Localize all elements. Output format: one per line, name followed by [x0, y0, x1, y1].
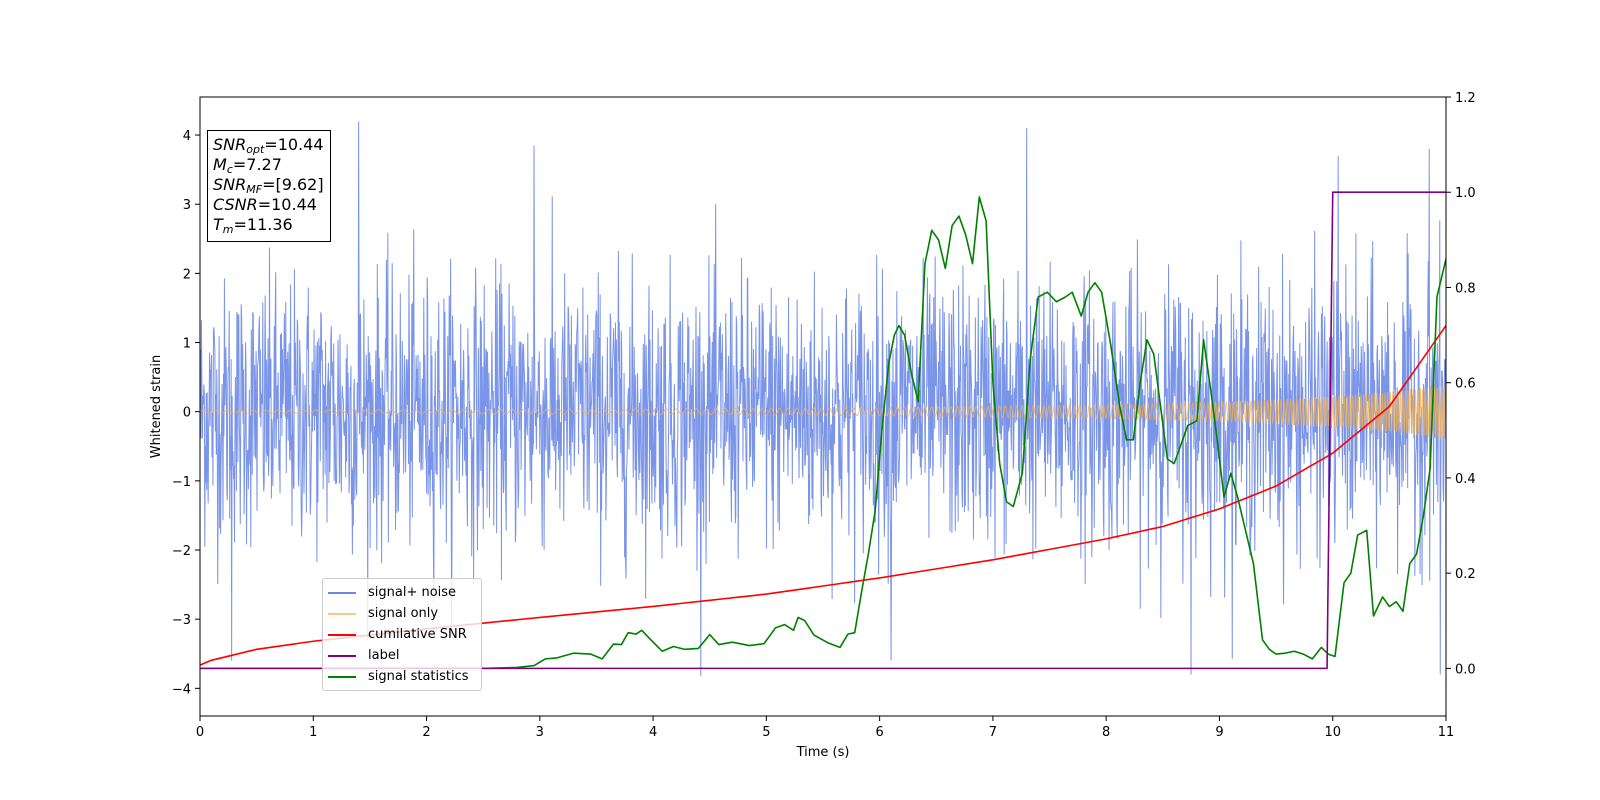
x-tick-label: 10: [1324, 725, 1341, 740]
line-series-group: [200, 191, 1446, 670]
signal-plus-noise-series: [200, 121, 1446, 676]
legend-swatch: [328, 591, 356, 594]
legend-label: signal only: [368, 606, 439, 621]
x-tick-label: 2: [422, 725, 430, 740]
y-axis-right: 0.0 0.2 0.4 0.6 0.8 1.0 1.2: [1446, 91, 1476, 677]
y2-tick-label: 0.0: [1455, 662, 1476, 677]
legend-label: label: [368, 648, 400, 663]
cumulative-snr-line: [200, 325, 1446, 666]
snr-opt-line: SNRopt=10.44: [213, 135, 324, 156]
x-tick-label: 9: [1215, 725, 1223, 740]
y-axis-left: −4 −3 −2 −1 0 1 2 3 4: [172, 129, 200, 697]
tm-line: Tm=11.36: [213, 215, 293, 236]
x-tick-label: 11: [1438, 725, 1455, 740]
signal-only-line: [200, 384, 1446, 439]
plot-frame: [199, 96, 1447, 717]
legend-swatch: [328, 612, 356, 615]
x-tick-label: 8: [1102, 725, 1110, 740]
legend-swatch: [328, 675, 356, 678]
label-line: [200, 191, 1446, 670]
y2-tick-label: 1.2: [1455, 91, 1476, 106]
legend-item-signal-only: signal only: [323, 603, 481, 624]
signal-plus-noise-line: [200, 121, 1446, 676]
y-tick-label: −1: [172, 475, 191, 490]
legend-label: cumilative SNR: [368, 627, 467, 642]
y-tick-label: 2: [183, 267, 191, 282]
x-tick-label: 4: [649, 725, 657, 740]
info-box: SNRopt=10.44 Mc=7.27 SNRMF=[9.62] CSNR=1…: [207, 130, 331, 242]
legend-item-signal-statistics: signal statistics: [323, 666, 481, 687]
x-tick-label: 6: [875, 725, 883, 740]
legend-item-label: label: [323, 645, 481, 666]
x-tick-label: 0: [196, 725, 204, 740]
y-tick-label: −4: [172, 682, 191, 697]
y-tick-label: −2: [172, 544, 191, 559]
y-tick-label: 0: [183, 406, 191, 421]
y-axis-label: Whitened strain: [149, 355, 164, 458]
signal-statistics-line: [200, 196, 1446, 670]
y-tick-label: 3: [183, 198, 191, 213]
x-axis-label: Time (s): [796, 745, 850, 760]
y-tick-label: −3: [172, 613, 191, 628]
snr-mf-line: SNRMF=[9.62]: [213, 175, 324, 196]
x-axis: 0 1 2 3 4 5 6 7 8 9 10 11: [196, 716, 1454, 740]
legend-label: signal+ noise: [368, 585, 457, 600]
x-tick-label: 5: [762, 725, 770, 740]
y-tick-label: 4: [183, 129, 191, 144]
x-tick-label: 7: [989, 725, 997, 740]
y2-tick-label: 0.2: [1455, 567, 1476, 582]
legend-label: signal statistics: [368, 669, 469, 684]
mc-line: Mc=7.27: [213, 155, 282, 176]
x-tick-label: 1: [309, 725, 317, 740]
legend-swatch: [328, 654, 356, 657]
legend-item-signal-noise: signal+ noise: [323, 582, 481, 603]
y2-tick-label: 1.0: [1455, 186, 1476, 201]
x-tick-label: 3: [536, 725, 544, 740]
legend-item-cumulative-snr: cumilative SNR: [323, 624, 481, 645]
y2-tick-label: 0.4: [1455, 472, 1476, 487]
y2-tick-label: 0.6: [1455, 377, 1476, 392]
legend-swatch: [328, 633, 356, 636]
legend: signal+ noise signal only cumilative SNR…: [322, 578, 482, 691]
y2-tick-label: 0.8: [1455, 281, 1476, 296]
y-tick-label: 1: [183, 337, 191, 352]
signal-only-series: [200, 384, 1446, 439]
csnr-line: CSNR=10.44: [213, 195, 317, 214]
